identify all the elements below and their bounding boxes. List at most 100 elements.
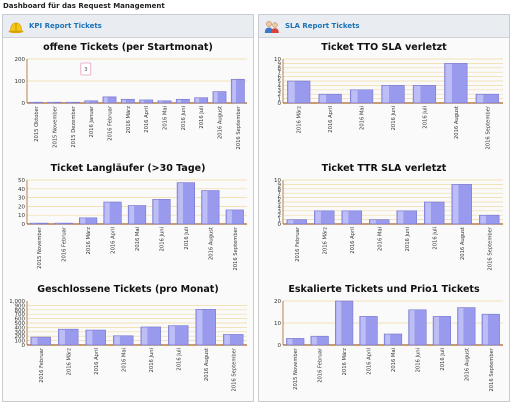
y-tick-label: 6 — [278, 196, 282, 202]
y-tick-label: 10 — [274, 178, 281, 184]
bar[interactable] — [212, 91, 227, 104]
x-tick-label: 2016 Mai — [377, 227, 383, 251]
bar-highlight — [370, 220, 376, 224]
kpi-panel-header: KPI Report Tickets — [3, 15, 253, 38]
x-tick-label: 2016 April — [367, 348, 373, 375]
bar[interactable] — [113, 335, 134, 346]
x-tick-label: 2016 März — [66, 348, 72, 376]
bar[interactable] — [120, 98, 135, 104]
chart-escalated: Eskalierte Tickets und Prio1 Tickets 0 10 2… — [259, 281, 509, 401]
bar-highlight — [114, 336, 120, 345]
bar[interactable] — [475, 93, 499, 104]
bar-highlight — [140, 100, 145, 103]
bar[interactable] — [30, 336, 51, 346]
bar[interactable] — [286, 219, 307, 225]
chart-title: Eskalierte Tickets und Prio1 Tickets — [288, 284, 480, 295]
chart-svg: offene Tickets (per Startmonat) 0 100 200 20… — [15, 42, 247, 150]
bar[interactable] — [286, 338, 305, 346]
bar-highlight — [319, 94, 327, 103]
x-tick-label: 2016 März — [126, 106, 132, 134]
chart-svg: Eskalierte Tickets und Prio1 Tickets 0 10 2… — [274, 284, 503, 392]
x-tick-label: 2016 August — [460, 227, 466, 260]
y-tick-label: 5 — [278, 79, 282, 85]
bar[interactable] — [157, 100, 172, 104]
value-tooltip — [80, 62, 92, 76]
bar[interactable] — [54, 222, 73, 225]
bar-highlight — [445, 63, 452, 103]
x-tick-label: 2016 September — [485, 105, 491, 149]
x-tick-label: 2016 April — [350, 227, 356, 254]
users-icon — [264, 21, 279, 33]
y-tick-label: 4 — [278, 83, 282, 89]
bar-highlight — [178, 183, 184, 224]
bar-highlight — [458, 308, 464, 345]
bar-highlight — [351, 90, 358, 103]
bar[interactable] — [223, 334, 244, 346]
bar[interactable] — [65, 101, 80, 104]
bar[interactable] — [383, 333, 403, 346]
y-tick-label: 20 — [274, 299, 281, 305]
bar-highlight — [397, 211, 404, 224]
y-tick-label: 7 — [278, 191, 282, 197]
y-tick-label: 800 — [15, 308, 26, 314]
x-tick-label: 2016 September — [233, 226, 239, 270]
x-tick-label: 2016 Juli — [176, 348, 182, 371]
bar-highlight — [141, 327, 148, 345]
x-tick-label: 2016 Juli — [184, 227, 190, 250]
bar[interactable] — [175, 98, 190, 104]
chart-title: Ticket TTR SLA verletzt — [322, 163, 447, 174]
x-tick-label: 2016 Juni — [181, 106, 187, 130]
y-tick-label: 900 — [15, 303, 26, 309]
bar-highlight — [213, 92, 218, 103]
bar[interactable] — [30, 222, 49, 225]
bar-highlight — [409, 310, 415, 345]
y-tick-label: 8 — [278, 187, 282, 193]
x-tick-label: 2016 Juni — [391, 106, 397, 130]
bar[interactable] — [84, 100, 99, 104]
y-tick-label: 200 — [15, 334, 26, 340]
bar-highlight — [59, 329, 65, 345]
y-tick-label: 20 — [18, 204, 25, 210]
bar-highlight — [196, 309, 203, 345]
x-tick-label: 2016 April — [328, 106, 334, 133]
x-tick-label: 2016 Mai — [391, 348, 397, 372]
bar[interactable] — [79, 217, 98, 225]
x-tick-label: 2016 Februar — [39, 347, 45, 383]
bar-highlight — [476, 94, 484, 103]
bar[interactable] — [139, 99, 154, 104]
y-tick-label: 0 — [22, 343, 26, 349]
x-tick-label: 2016 September — [236, 105, 242, 149]
bar[interactable] — [479, 214, 500, 225]
chart-tto-sla: Ticket TTO SLA verletzt 0 1 2 3 4 5 6 7 8 9 10 2016 … — [259, 39, 509, 159]
x-tick-label: 2016 Juni — [149, 348, 155, 372]
bar[interactable] — [318, 93, 342, 104]
bar-highlight — [360, 316, 366, 345]
y-tick-label: 1,000 — [9, 299, 25, 305]
y-tick-label: 0 — [278, 222, 282, 228]
bar[interactable] — [102, 96, 117, 104]
sla-panel-title: SLA Report Tickets — [285, 22, 360, 30]
bar-highlight — [80, 218, 86, 224]
y-tick-label: 7 — [278, 70, 282, 76]
y-tick-label: 600 — [15, 317, 26, 323]
bar-highlight — [226, 210, 232, 224]
x-tick-label: 2016 April — [94, 348, 100, 375]
bar[interactable] — [310, 335, 329, 346]
bar-highlight — [85, 101, 90, 103]
x-tick-label: 2016 August — [464, 348, 470, 381]
bar-highlight — [104, 202, 110, 224]
x-tick-label: 2015 November — [293, 347, 299, 390]
bar-highlight — [288, 81, 295, 103]
bar-highlight — [169, 326, 175, 345]
bar[interactable] — [369, 219, 390, 225]
y-tick-label: 400 — [15, 325, 26, 331]
x-tick-label: 2015 November — [53, 105, 59, 148]
bar[interactable] — [47, 101, 62, 104]
y-tick-label: 10 — [18, 213, 25, 219]
y-tick-label: 1 — [278, 97, 282, 103]
y-tick-label: 30 — [18, 196, 25, 202]
bar[interactable] — [194, 97, 209, 104]
bar[interactable] — [29, 101, 44, 104]
x-tick-label: 2016 Februar — [295, 226, 301, 262]
x-tick-label: 2016 März — [86, 227, 92, 255]
